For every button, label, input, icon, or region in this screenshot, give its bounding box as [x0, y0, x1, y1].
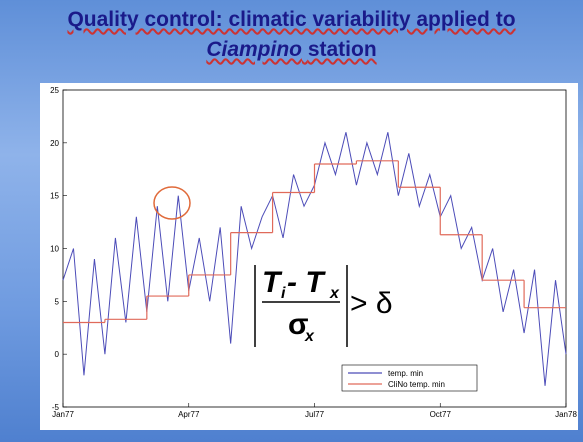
x-tick-label: Oct77 — [430, 410, 452, 419]
y-tick-label: 5 — [55, 297, 60, 306]
x-tick-label: Jul77 — [305, 410, 325, 419]
y-tick-label: 15 — [50, 192, 59, 201]
legend-label: temp. min — [388, 369, 423, 378]
y-tick-label: 25 — [50, 86, 59, 95]
legend-label: CliNo temp. min — [388, 380, 445, 389]
chart-panel — [40, 83, 578, 430]
slide: Quality control: climatic variability ap… — [0, 0, 583, 442]
formula-text: > δ — [350, 287, 393, 320]
formula-text: i — [281, 285, 286, 302]
formula-text: x — [304, 328, 315, 345]
legend: temp. min CliNo temp. min — [342, 365, 477, 391]
formula-text: x — [329, 285, 340, 302]
chart: -50510152025Jan77Apr77Jul77Oct77Jan78 T … — [0, 0, 583, 442]
formula-text: - T — [287, 266, 326, 299]
y-tick-label: 20 — [50, 139, 59, 148]
x-tick-label: Apr77 — [178, 410, 200, 419]
y-tick-label: 0 — [55, 350, 60, 359]
formula-text: T — [262, 266, 283, 299]
x-tick-label: Jan78 — [555, 410, 577, 419]
x-tick-label: Jan77 — [52, 410, 74, 419]
y-tick-label: 10 — [50, 245, 59, 254]
